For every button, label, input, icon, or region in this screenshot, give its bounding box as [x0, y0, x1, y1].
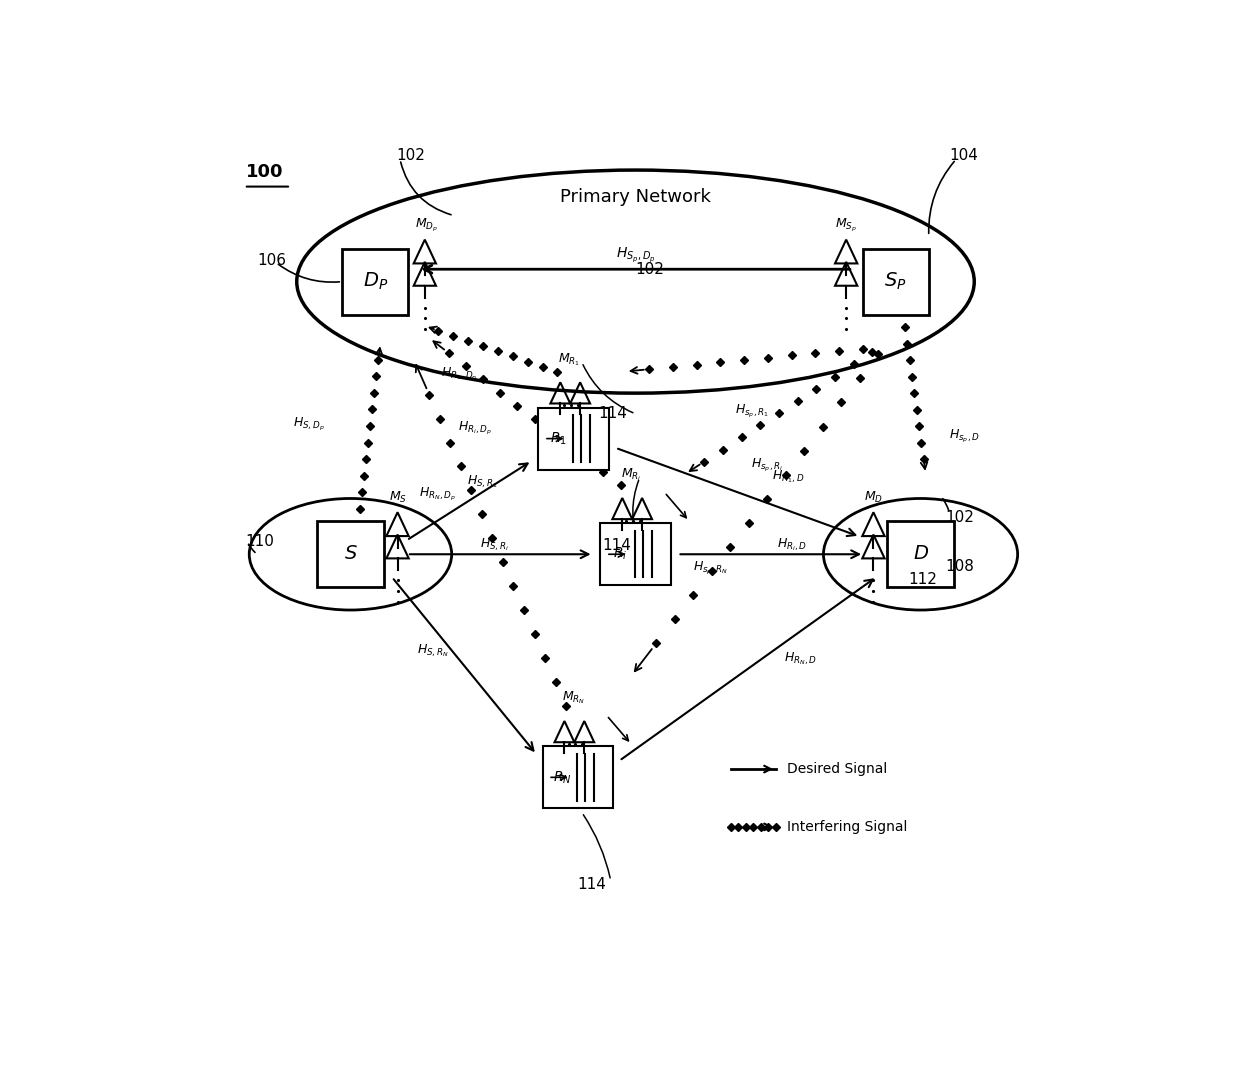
Text: $D$: $D$ — [913, 545, 929, 563]
Text: $M_S$: $M_S$ — [388, 489, 407, 504]
Text: $R_i$: $R_i$ — [613, 546, 627, 562]
Text: 102: 102 — [396, 148, 425, 163]
Text: $S_P$: $S_P$ — [884, 271, 906, 292]
Text: $D_P$: $D_P$ — [362, 271, 388, 292]
Text: $H_{s_p,D}$: $H_{s_p,D}$ — [950, 428, 981, 445]
Text: $H_{R_i,D_p}$: $H_{R_i,D_p}$ — [458, 420, 492, 437]
Bar — [317, 521, 383, 587]
Text: 114: 114 — [599, 407, 627, 422]
Text: $M_D$: $M_D$ — [864, 489, 883, 504]
Bar — [600, 524, 671, 585]
Bar — [342, 249, 408, 314]
Text: $H_{R_1,D}$: $H_{R_1,D}$ — [773, 469, 805, 485]
Text: $H_{S_p,D_p}$: $H_{S_p,D_p}$ — [616, 246, 655, 264]
Text: Desired Signal: Desired Signal — [786, 762, 887, 776]
Text: 112: 112 — [908, 572, 937, 587]
Text: $H_{R_1,D_p}$: $H_{R_1,D_p}$ — [441, 366, 477, 383]
Text: 108: 108 — [945, 559, 975, 574]
Text: $H_{s_p,R_1}$: $H_{s_p,R_1}$ — [734, 403, 769, 421]
Text: 106: 106 — [257, 253, 286, 268]
Text: $M_{R_N}$: $M_{R_N}$ — [562, 690, 585, 706]
Text: 114: 114 — [603, 539, 631, 554]
Text: $H_{s_p,R_N}$: $H_{s_p,R_N}$ — [693, 560, 728, 577]
Bar — [543, 747, 613, 808]
Text: 104: 104 — [950, 148, 978, 163]
Text: $H_{S,D_p}$: $H_{S,D_p}$ — [293, 415, 325, 432]
Bar — [888, 521, 954, 587]
Text: 100: 100 — [246, 163, 283, 181]
Text: $R_1$: $R_1$ — [549, 430, 567, 446]
Text: $S$: $S$ — [343, 545, 357, 563]
Text: $H_{R_N,D_p}$: $H_{R_N,D_p}$ — [419, 486, 456, 503]
Text: $H_{R_N,D}$: $H_{R_N,D}$ — [784, 650, 817, 667]
Text: Interfering Signal: Interfering Signal — [786, 820, 908, 834]
Text: Primary Network: Primary Network — [560, 188, 711, 206]
Text: $H_{S,R_N}$: $H_{S,R_N}$ — [417, 643, 449, 659]
Text: $M_{S_p}$: $M_{S_p}$ — [836, 218, 857, 235]
Text: 110: 110 — [246, 534, 274, 549]
Text: $H_{R_i,D}$: $H_{R_i,D}$ — [777, 536, 807, 554]
Bar — [538, 408, 609, 470]
Text: $M_{R_i}$: $M_{R_i}$ — [621, 467, 641, 484]
Text: $M_{D_p}$: $M_{D_p}$ — [415, 218, 438, 235]
Text: 102: 102 — [635, 262, 665, 277]
Bar — [863, 249, 929, 314]
Text: 102: 102 — [945, 510, 975, 525]
Text: $H_{s_p,R_i}$: $H_{s_p,R_i}$ — [751, 457, 784, 474]
Text: $M_{R_1}$: $M_{R_1}$ — [558, 351, 580, 368]
Text: 114: 114 — [578, 878, 606, 893]
Text: $H_{S,R_i}$: $H_{S,R_i}$ — [480, 536, 510, 554]
Text: $H_{S,R_1}$: $H_{S,R_1}$ — [467, 473, 498, 489]
Text: $R_N$: $R_N$ — [553, 769, 572, 785]
